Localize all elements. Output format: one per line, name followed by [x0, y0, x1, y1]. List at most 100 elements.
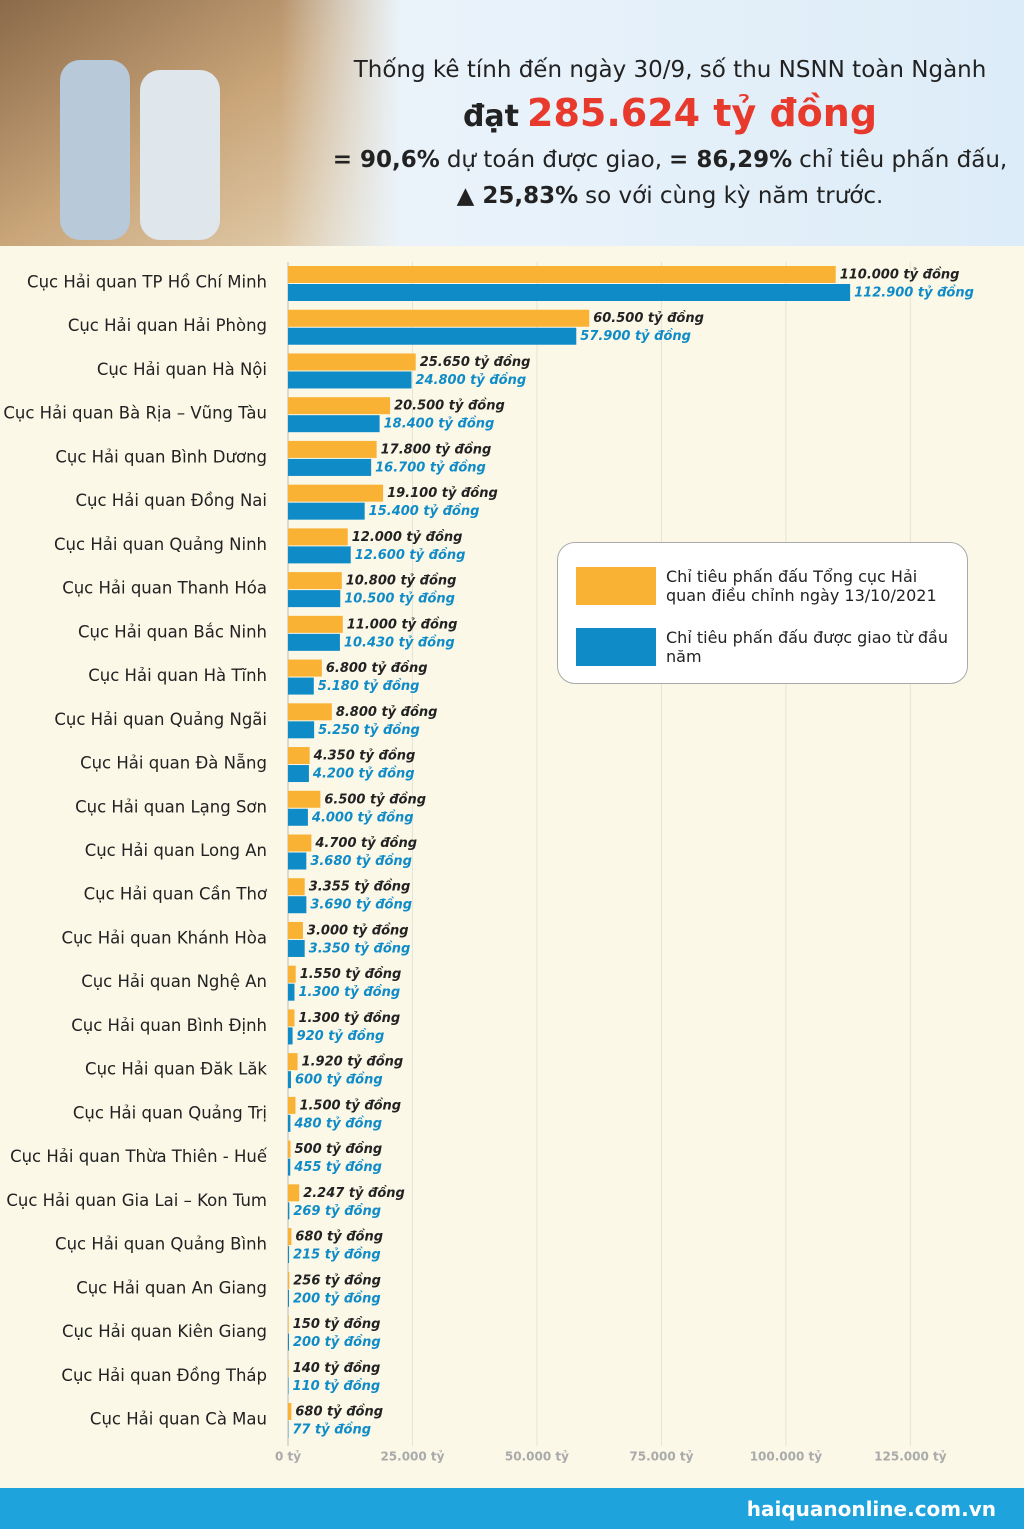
bar: [288, 1202, 290, 1220]
header-text: ▲ 25,83%: [456, 183, 579, 209]
bar: [288, 1403, 292, 1420]
value-label: 17.800 tỷ đồng: [381, 442, 492, 457]
bar: [288, 808, 308, 826]
header-text: = 90,6%: [332, 147, 440, 173]
bar: [288, 834, 312, 852]
header-line: ▲ 25,83% so với cùng kỳ năm trước.: [330, 178, 1010, 214]
x-tick-label: 0 tỷ: [275, 1450, 301, 1464]
value-label: 24.800 tỷ đồng: [415, 373, 526, 388]
value-label: 150 tỷ đồng: [293, 1317, 381, 1332]
value-label: 1.500 tỷ đồng: [299, 1098, 401, 1113]
value-label: 12.000 tỷ đồng: [352, 530, 463, 545]
value-label: 12.600 tỷ đồng: [355, 548, 466, 563]
value-label: 3.680 tỷ đồng: [310, 854, 412, 869]
category-label: Cục Hải quan TP Hồ Chí Minh: [27, 273, 267, 292]
value-label: 600 tỷ đồng: [295, 1073, 383, 1088]
bar: [288, 921, 303, 939]
header: Thống kê tính đến ngày 30/9, số thu NSNN…: [330, 52, 1010, 214]
value-label: 110.000 tỷ đồng: [840, 268, 960, 283]
bar: [288, 484, 384, 502]
value-label: 1.920 tỷ đồng: [302, 1055, 404, 1070]
value-label: 4.350 tỷ đồng: [313, 749, 416, 764]
value-label: 19.100 tỷ đồng: [387, 486, 498, 501]
header-text: đạt: [462, 99, 519, 134]
value-label: 60.500 tỷ đồng: [593, 311, 704, 326]
x-tick-label: 50.000 tỷ: [505, 1450, 569, 1464]
bar: [288, 1071, 291, 1089]
value-label: 200 tỷ đồng: [293, 1291, 381, 1306]
value-label: 480 tỷ đồng: [293, 1116, 382, 1131]
legend-item: Chỉ tiêu phấn đấu Tổng cục Hải quan điều…: [576, 567, 956, 605]
bar: [288, 1184, 300, 1202]
bar: [288, 983, 295, 1001]
legend-item: Chỉ tiêu phấn đấu được giao từ đầu năm: [576, 628, 956, 666]
category-label: Cục Hải quan Đồng Nai: [76, 491, 267, 510]
value-label: 20.500 tỷ đồng: [394, 399, 505, 414]
category-label: Cục Hải quan An Giang: [76, 1278, 267, 1297]
value-label: 3.000 tỷ đồng: [307, 923, 409, 938]
value-label: 18.400 tỷ đồng: [384, 417, 495, 432]
bar: [288, 1027, 293, 1045]
category-label: Cục Hải quan Lạng Sơn: [75, 797, 267, 816]
category-label: Cục Hải quan Hà Tĩnh: [88, 666, 267, 685]
value-label: 256 tỷ đồng: [293, 1273, 381, 1288]
value-label: 1.550 tỷ đồng: [300, 967, 402, 982]
bar: [288, 415, 380, 433]
bar: [288, 1333, 289, 1351]
bar: [288, 371, 412, 389]
bar: [288, 1096, 296, 1114]
legend-swatch: [576, 567, 656, 605]
bar: [288, 1140, 291, 1158]
bar: [288, 659, 322, 677]
value-label: 10.800 tỷ đồng: [346, 574, 457, 589]
value-label: 680 tỷ đồng: [295, 1230, 383, 1245]
bar: [288, 1114, 291, 1132]
value-label: 5.180 tỷ đồng: [318, 679, 420, 694]
x-tick-label: 25.000 tỷ: [380, 1450, 444, 1464]
value-label: 920 tỷ đồng: [297, 1029, 385, 1044]
photo-fade: [0, 0, 400, 246]
bar: [288, 1359, 289, 1377]
bar: [288, 266, 836, 283]
value-label: 500 tỷ đồng: [294, 1142, 382, 1157]
value-label: 1.300 tỷ đồng: [298, 1011, 400, 1026]
value-label: 4.000 tỷ đồng: [311, 810, 414, 825]
bar: [288, 1315, 289, 1333]
bar: [288, 309, 590, 327]
category-label: Cục Hải quan Hà Nội: [97, 360, 267, 379]
chart: 0 tỷ 25.000 tỷ 50.000 tỷ 75.000 tỷ 100.000 t…: [0, 0, 1024, 1464]
bar: [288, 633, 340, 651]
bar: [288, 878, 305, 896]
value-label: 110 tỷ đồng: [293, 1379, 381, 1394]
category-label: Cục Hải quan Thừa Thiên - Huế: [10, 1147, 268, 1166]
category-label: Cục Hải quan Cần Thơ: [84, 885, 267, 904]
bar: [288, 721, 315, 739]
bar: [288, 458, 372, 476]
category-label: Cục Hải quan Quảng Ninh: [54, 535, 267, 554]
value-label: 3.355 tỷ đồng: [309, 880, 411, 895]
bar: [288, 1246, 290, 1264]
value-label: 2.247 tỷ đồng: [303, 1186, 405, 1201]
header-text: chỉ tiêu phấn đấu,: [799, 147, 1008, 173]
bar: [288, 1009, 295, 1027]
value-label: 140 tỷ đồng: [293, 1361, 381, 1376]
category-label: Cục Hải quan Nghệ An: [81, 972, 267, 991]
value-label: 4.200 tỷ đồng: [312, 767, 415, 782]
bar: [288, 852, 307, 870]
bar: [288, 1377, 289, 1395]
category-label: Cục Hải quan Bình Định: [71, 1016, 267, 1035]
value-label: 3.350 tỷ đồng: [309, 941, 411, 956]
bar: [288, 677, 314, 695]
category-label: Cục Hải quan Bà Rịa – Vũng Tàu: [3, 404, 267, 423]
category-label: Cục Hải quan Quảng Ngãi: [54, 710, 267, 729]
header-text: so với cùng kỳ năm trước.: [585, 183, 884, 209]
bar: [288, 1158, 291, 1176]
bar: [288, 284, 851, 301]
value-label: 455 tỷ đồng: [293, 1160, 382, 1175]
bar: [288, 765, 309, 783]
value-label: 57.900 tỷ đồng: [580, 329, 691, 344]
category-label: Cục Hải quan Quảng Bình: [55, 1235, 267, 1254]
bar: [288, 546, 351, 564]
value-label: 10.500 tỷ đồng: [344, 592, 455, 607]
value-label: 3.690 tỷ đồng: [310, 898, 412, 913]
